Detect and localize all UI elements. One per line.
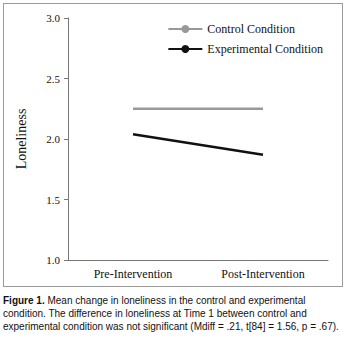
svg-text:2.0: 2.0 [46,133,60,145]
svg-text:Experimental Condition: Experimental Condition [207,42,323,56]
svg-text:3.0: 3.0 [46,12,60,24]
svg-text:2.5: 2.5 [46,73,60,85]
svg-text:Pre-Intervention: Pre-Intervention [94,267,173,281]
svg-text:1.0: 1.0 [46,254,60,266]
html-text:Figure 1. Mean change in lonel: Figure 1. Mean change in loneliness in t… [3,295,339,332]
svg-text:1.5: 1.5 [46,194,60,206]
svg-text:Post-Intervention: Post-Intervention [221,267,304,281]
svg-text:Control Condition: Control Condition [207,22,295,36]
svg-text:Loneliness: Loneliness [14,109,29,170]
